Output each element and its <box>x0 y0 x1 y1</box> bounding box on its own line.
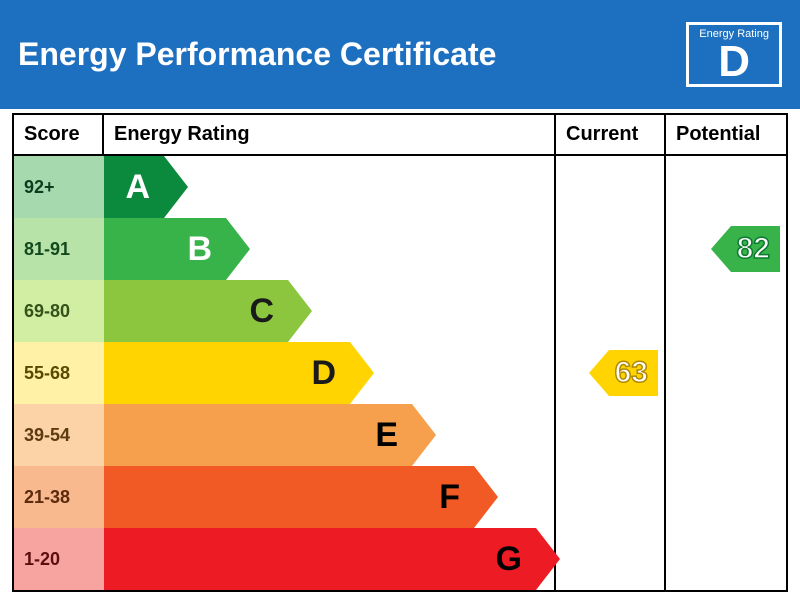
rating-letter: C <box>249 292 274 331</box>
rating-letter: E <box>375 416 398 455</box>
band-row: 81-91 B <box>14 218 554 280</box>
value-pointer: 82 <box>731 226 780 272</box>
bands-area: 92+ A 81-91 B 69-80 C 55-68 D 39-54 E 21-38 F 1-20 G <box>14 156 556 590</box>
score-cell: 55-68 <box>14 342 104 404</box>
value-text: 82 <box>737 232 770 266</box>
rating-bar: D <box>104 342 350 404</box>
col-header-rating: Energy Rating <box>104 115 556 154</box>
rating-letter: A <box>125 168 150 207</box>
rating-bar: B <box>104 218 226 280</box>
score-cell: 39-54 <box>14 404 104 466</box>
rating-bar: F <box>104 466 474 528</box>
rating-bar: C <box>104 280 288 342</box>
score-cell: 1-20 <box>14 528 104 590</box>
band-row: 21-38 F <box>14 466 554 528</box>
page-title: Energy Performance Certificate <box>18 36 496 73</box>
score-cell: 21-38 <box>14 466 104 528</box>
rating-letter: F <box>439 478 460 517</box>
table-header: Score Energy Rating Current Potential <box>14 115 786 156</box>
band-row: 1-20 G <box>14 528 554 590</box>
band-row: 39-54 E <box>14 404 554 466</box>
score-cell: 81-91 <box>14 218 104 280</box>
col-header-current: Current <box>556 115 666 154</box>
rating-bar: E <box>104 404 412 466</box>
epc-table: Score Energy Rating Current Potential 92… <box>12 113 788 592</box>
current-column: 63 <box>556 156 666 590</box>
score-cell: 92+ <box>14 156 104 218</box>
rating-bar: A <box>104 156 164 218</box>
bar-cell: E <box>104 404 554 466</box>
value-pointer: 63 <box>609 350 658 396</box>
band-row: 92+ A <box>14 156 554 218</box>
badge-letter: D <box>718 37 750 86</box>
bar-cell: C <box>104 280 554 342</box>
rating-bar: G <box>104 528 536 590</box>
bar-cell: A <box>104 156 554 218</box>
band-row: 55-68 D <box>14 342 554 404</box>
rating-letter: G <box>496 540 522 579</box>
score-cell: 69-80 <box>14 280 104 342</box>
header: Energy Performance Certificate Energy Ra… <box>0 0 800 109</box>
value-text: 63 <box>615 356 648 390</box>
bar-cell: F <box>104 466 554 528</box>
rating-letter: D <box>311 354 336 393</box>
col-header-potential: Potential <box>666 115 786 154</box>
col-header-score: Score <box>14 115 104 154</box>
bar-cell: G <box>104 528 554 590</box>
bar-cell: D <box>104 342 554 404</box>
bar-cell: B <box>104 218 554 280</box>
rating-badge: Energy Rating D <box>686 22 782 87</box>
rating-letter: B <box>187 230 212 269</box>
band-row: 69-80 C <box>14 280 554 342</box>
potential-column: 82 <box>666 156 786 590</box>
